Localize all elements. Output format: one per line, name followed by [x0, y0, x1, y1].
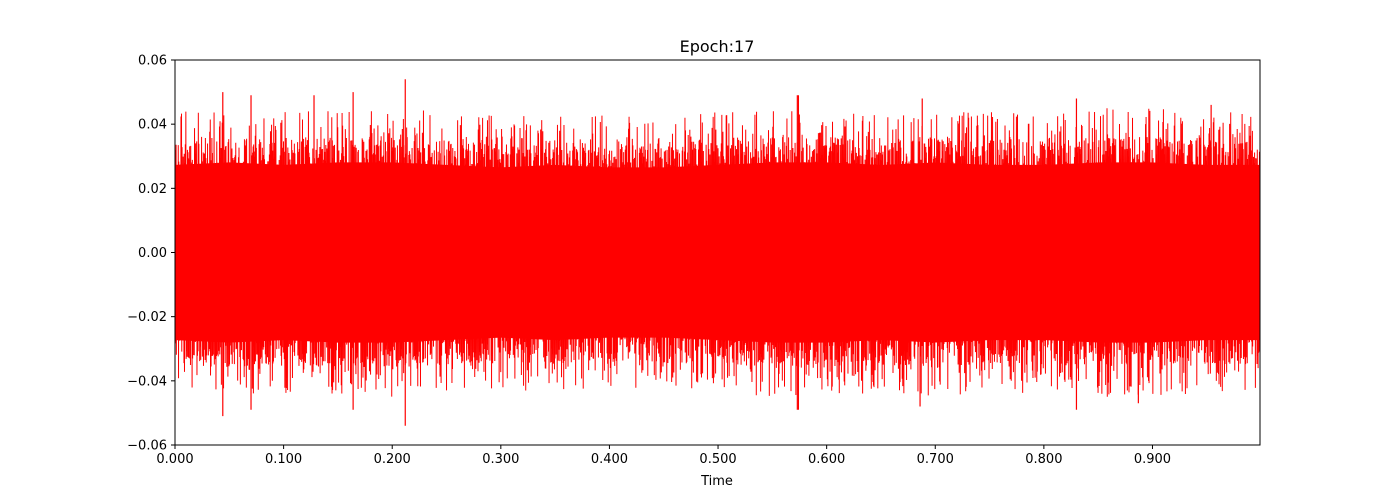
plot-area — [174, 79, 1261, 426]
x-tick-label: 0.100 — [265, 452, 302, 467]
x-tick-label: 0.300 — [482, 452, 519, 467]
y-tick-label: 0.04 — [138, 118, 167, 133]
y-tick-label: −0.06 — [127, 439, 167, 454]
y-tick-label: −0.02 — [127, 310, 167, 325]
x-tick-label: 0.900 — [1134, 452, 1171, 467]
series-dense-band — [175, 162, 1260, 343]
y-tick-label: 0.06 — [138, 54, 167, 69]
x-tick-label: 0.000 — [156, 452, 193, 467]
y-tick-label: 0.00 — [138, 246, 167, 261]
y-axis: −0.06 −0.04 −0.02 0.00 0.02 0.04 0.06 — [127, 54, 175, 454]
chart-title: Epoch:17 — [680, 37, 755, 56]
y-tick-label: 0.02 — [138, 182, 167, 197]
x-tick-label: 0.500 — [699, 452, 736, 467]
x-tick-label: 0.700 — [917, 452, 954, 467]
x-axis: 0.000 0.100 0.200 0.300 0.400 0.500 0.600 0.700… — [156, 445, 1171, 467]
x-tick-label: 0.800 — [1025, 452, 1062, 467]
x-tick-label: 0.400 — [591, 452, 628, 467]
x-tick-label: 0.200 — [374, 452, 411, 467]
y-tick-label: −0.04 — [127, 374, 167, 389]
x-tick-label: 0.600 — [808, 452, 845, 467]
x-axis-label: Time — [700, 474, 733, 489]
